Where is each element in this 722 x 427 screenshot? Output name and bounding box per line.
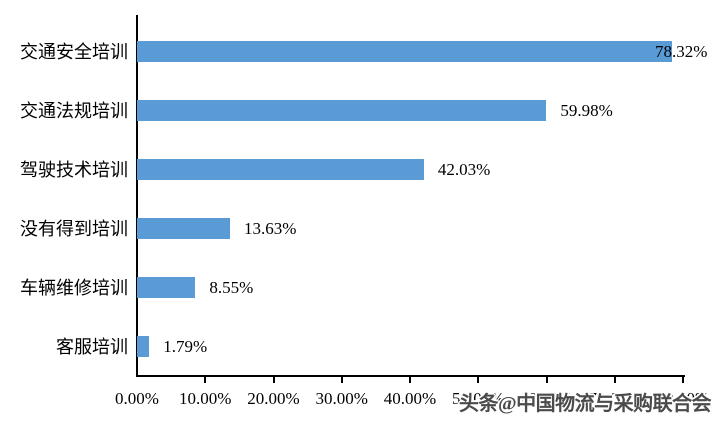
x-axis-tick-label: 60.00% (520, 389, 573, 408)
x-axis-tick (477, 377, 480, 383)
value-label: 1.79% (163, 337, 208, 356)
value-label: 59.98% (560, 101, 613, 120)
category-label: 客服培训 (56, 336, 128, 357)
y-axis-line (136, 15, 138, 377)
x-axis-tick-label: 20.00% (247, 389, 300, 408)
bar (137, 218, 231, 239)
x-axis-tick-label: 70.00% (588, 389, 641, 408)
bar (137, 41, 672, 62)
x-axis-tick (272, 377, 275, 383)
x-axis-tick-label: 30.00% (315, 389, 368, 408)
category-label: 交通安全培训 (20, 41, 128, 62)
x-axis-tick-label: 0.00% (115, 389, 159, 408)
category-label: 车辆维修培训 (20, 277, 128, 298)
bar (137, 277, 196, 298)
category-label: 没有得到培训 (20, 218, 128, 239)
watermark-text: 头条@中国物流与采购联合会 (459, 393, 712, 415)
x-axis-tick (682, 377, 684, 383)
bar (137, 336, 150, 357)
x-axis-tick (613, 377, 616, 383)
bar (137, 159, 424, 180)
value-label: 8.55% (209, 278, 254, 297)
category-label: 驾驶技术培训 (20, 159, 128, 180)
value-label: 78.32% (655, 42, 708, 61)
x-axis-tick (204, 377, 207, 383)
value-label: 13.63% (244, 219, 297, 238)
x-axis-tick-label: 50.00% (452, 389, 505, 408)
x-axis-tick (545, 377, 548, 383)
x-axis-line (136, 375, 685, 377)
x-axis-tick-label: 40.00% (383, 389, 437, 408)
x-axis-tick-label: 80.00% (656, 389, 710, 408)
x-axis-tick (340, 377, 343, 383)
x-axis-tick-label: 10.00% (179, 389, 232, 408)
x-axis-tick (409, 377, 411, 383)
category-label: 交通法规培训 (20, 100, 128, 121)
value-label: 42.03% (437, 160, 491, 179)
bar (137, 100, 547, 121)
